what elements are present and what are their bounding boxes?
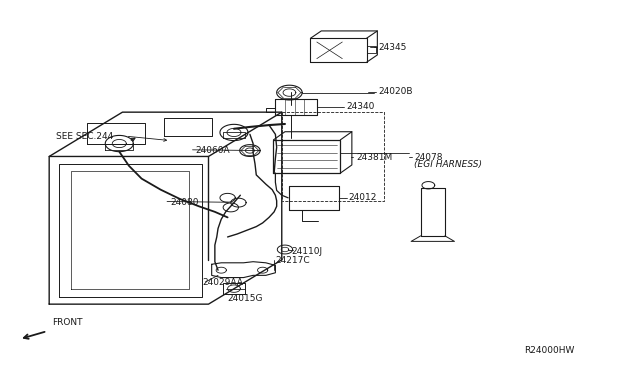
- Text: SEE SEC.244: SEE SEC.244: [56, 132, 113, 141]
- Text: 24340: 24340: [347, 103, 375, 112]
- Text: 24381M: 24381M: [356, 153, 392, 162]
- Text: FRONT: FRONT: [52, 318, 83, 327]
- Text: 24345: 24345: [379, 43, 407, 52]
- Text: (EGI HARNESS): (EGI HARNESS): [414, 160, 483, 169]
- Text: 24078: 24078: [414, 153, 443, 162]
- Text: 24015G: 24015G: [228, 294, 263, 303]
- Text: 24080: 24080: [170, 198, 199, 207]
- Text: 24110J: 24110J: [291, 247, 323, 256]
- Text: 24012: 24012: [349, 193, 377, 202]
- Text: 24020B: 24020B: [379, 87, 413, 96]
- Text: 24060A: 24060A: [196, 147, 230, 155]
- Text: R24000HW: R24000HW: [524, 346, 574, 355]
- Text: 24029AA: 24029AA: [202, 278, 243, 287]
- Text: 24217C: 24217C: [275, 256, 310, 265]
